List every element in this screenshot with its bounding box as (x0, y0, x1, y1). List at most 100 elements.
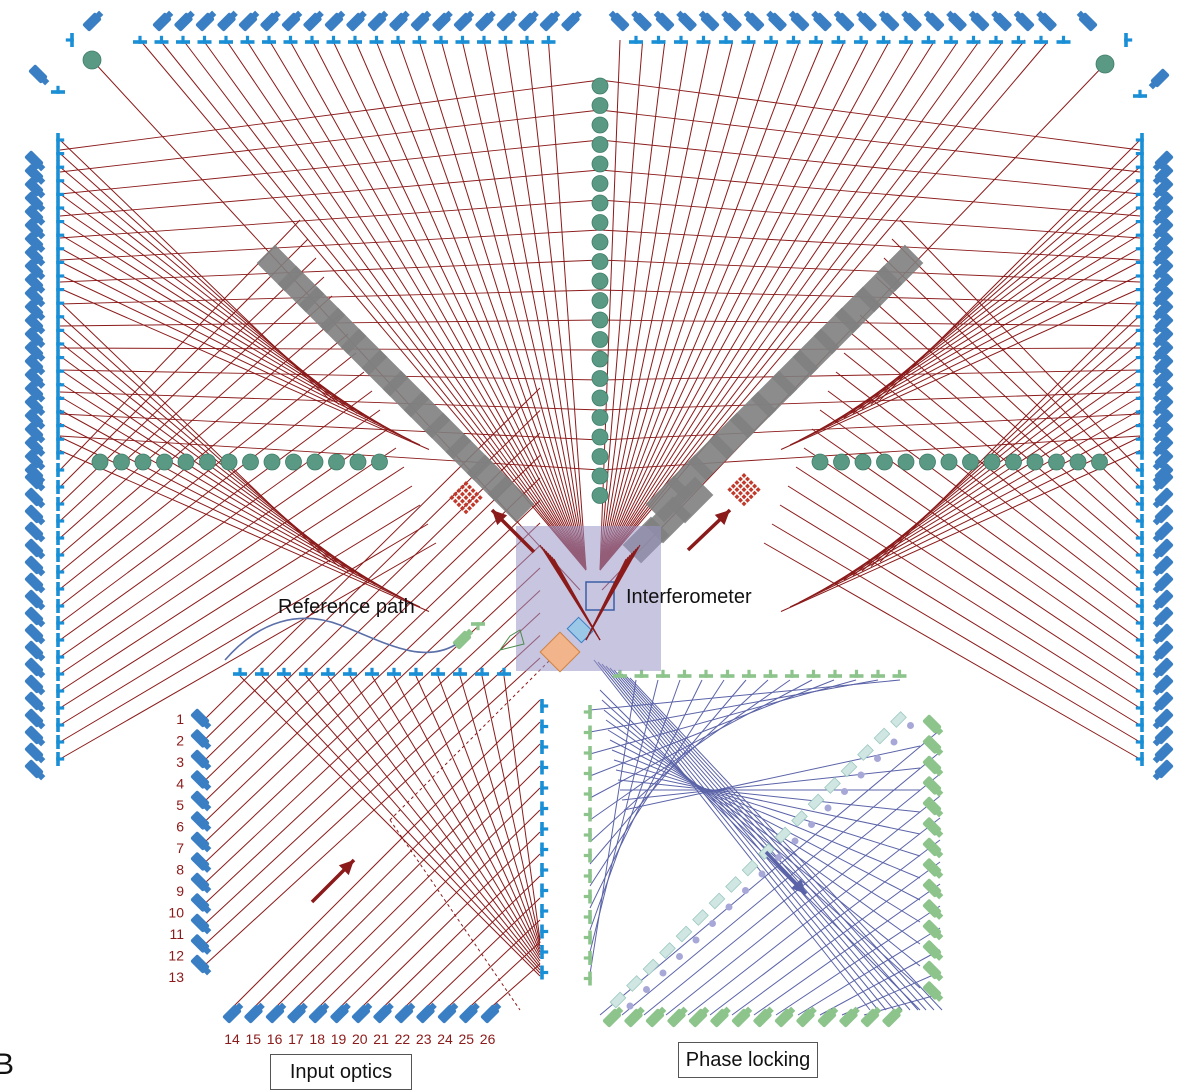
phase-dot (742, 887, 749, 894)
beam-line (59, 450, 430, 612)
mirror-stub (310, 35, 314, 44)
mirror (56, 752, 65, 766)
fiber-body (24, 409, 44, 428)
mirror-stub (56, 604, 65, 608)
phase-plate (824, 777, 841, 794)
beam-line (59, 139, 601, 195)
mirror-stub (790, 669, 794, 678)
detector-pixel (477, 495, 483, 501)
mirror-stub (326, 667, 330, 676)
detector-pixel (463, 495, 469, 501)
mirror (56, 187, 65, 202)
mirror-stub (1135, 410, 1144, 414)
fiber-coupler (394, 1002, 416, 1024)
mirror-stub (897, 669, 902, 678)
phase-plate (708, 892, 726, 910)
fiber-coupler (698, 10, 720, 32)
fiber-coupler (24, 205, 46, 226)
fiber-body (796, 1008, 815, 1028)
mirror (56, 337, 65, 351)
fiber-coupler (24, 606, 46, 628)
fiber-tip (36, 720, 46, 730)
beam-line (599, 39, 801, 571)
fiber-coupler (766, 10, 787, 32)
fiber-coupler (24, 623, 46, 645)
fiber-tip (901, 10, 910, 20)
gray-block (487, 475, 535, 523)
beam-line (665, 795, 941, 1016)
fiber-tip (36, 516, 46, 526)
beam-line (462, 41, 587, 571)
input-number-bottom: 14 (224, 1031, 240, 1047)
beam-line (59, 409, 381, 641)
phase-plate (807, 793, 825, 811)
beam-line (354, 39, 587, 571)
fiber-body (190, 749, 210, 769)
fiber-coupler (152, 10, 174, 32)
beam-line (349, 675, 541, 962)
mirror (540, 924, 549, 939)
mirror-stub (725, 669, 730, 678)
mirror-stub (583, 710, 592, 714)
input-number-left: 4 (176, 776, 184, 792)
input-number-left: 5 (176, 797, 184, 813)
mirror-stub (56, 706, 65, 710)
fiber-body (602, 1008, 622, 1028)
phase-plate-rect (642, 958, 660, 976)
mirror-stub (634, 35, 638, 44)
fiber-tip (202, 720, 212, 730)
mirror (540, 945, 549, 959)
mirror-stub (1135, 274, 1144, 278)
fiber-coupler (1152, 742, 1174, 764)
mirror (365, 667, 379, 676)
arrow-icon (338, 860, 354, 876)
fiber-body (710, 1008, 729, 1028)
detector-pixel (452, 498, 458, 504)
mirror (583, 725, 592, 740)
mirror-stub (1135, 757, 1144, 761)
lens-circle (591, 331, 609, 348)
fiber-body (1154, 300, 1174, 319)
lens-circle (591, 97, 609, 114)
beam-line (807, 409, 1141, 599)
fiber-coupler (24, 504, 46, 526)
mirror-stub (583, 956, 592, 960)
fiber-coupler (190, 811, 212, 832)
fiber-body (24, 606, 44, 626)
mirror-stub (836, 35, 841, 44)
mirror-stub (138, 35, 142, 44)
beam-line (59, 371, 365, 607)
beamsplitter (539, 631, 581, 673)
beam-line (401, 875, 541, 1011)
mirror (56, 432, 65, 447)
fiber-body (1154, 327, 1174, 346)
mirror (1135, 735, 1144, 749)
beam-line (609, 739, 921, 901)
lens-circle (591, 194, 609, 212)
mirror-stub (583, 976, 592, 981)
fiber-tip (636, 1006, 645, 1016)
fiber-coupler (265, 1002, 287, 1024)
fiber-tip (894, 1006, 903, 1016)
fiber-body (1154, 504, 1174, 524)
beam-line (787, 485, 1141, 709)
detector-pixel (470, 488, 476, 494)
mirror (477, 35, 491, 44)
fiber-coupler (190, 913, 212, 935)
detector-pixel (745, 476, 751, 482)
fiber-tip (808, 1006, 817, 1016)
beam-line (629, 677, 943, 1011)
fiber-tip (679, 1006, 688, 1016)
fiber-tip (833, 10, 843, 20)
fiber-tip (164, 10, 174, 20)
beam-line (798, 261, 1141, 441)
fiber-body (24, 178, 44, 197)
mirror-stub (1135, 706, 1144, 710)
fiber-body (303, 12, 322, 32)
fiber-tip (202, 761, 212, 771)
lens-circle (91, 453, 109, 471)
fiber-body (416, 1004, 435, 1024)
mirror-stub (791, 35, 796, 44)
fiber-tip (934, 993, 944, 1002)
beam-line (589, 679, 857, 755)
